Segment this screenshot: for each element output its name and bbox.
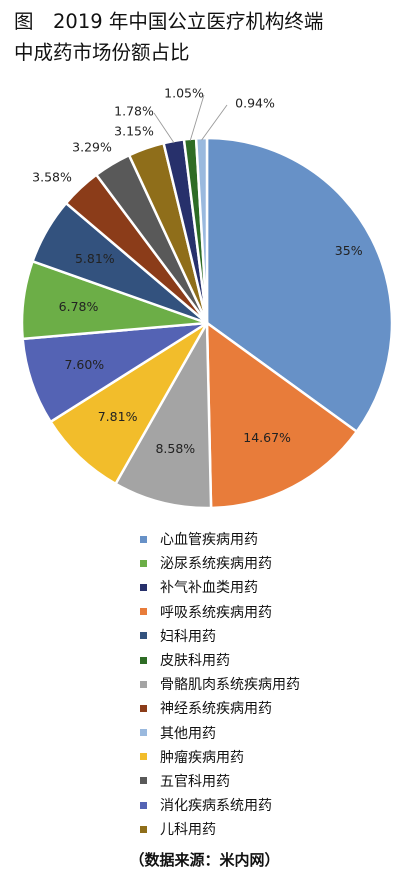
legend-swatch xyxy=(140,608,147,616)
legend-label: 呼吸系统疾病用药 xyxy=(160,604,272,621)
pie-chart: 35%14.67%8.58%7.81%7.60%6.78%5.81%3.58%3… xyxy=(20,86,394,510)
chart-legend: 心血管疾病用药 泌尿系统疾病用药 补气补血类用药 呼吸系统疾病用药 妇科用药皮肤科用药骨… xyxy=(140,527,300,841)
legend-swatch xyxy=(140,535,147,543)
legend-item-5: 皮肤科用药 xyxy=(140,648,300,672)
legend-label: 补气补血类用药 xyxy=(160,580,258,597)
legend-swatch xyxy=(140,753,147,761)
data-label-7: 3.58% xyxy=(32,170,72,185)
legend-label: 骨骼肌肉系统疾病用药 xyxy=(160,677,300,694)
legend-label: 泌尿系统疾病用药 xyxy=(160,556,272,573)
legend-item-4: 妇科用药 xyxy=(140,624,300,648)
legend-item-11: 消化疾病系统用药 xyxy=(140,793,300,817)
data-label-10: 1.78% xyxy=(114,104,154,119)
pie-slice-3 xyxy=(49,321,209,486)
leader-line-12 xyxy=(201,104,228,141)
legend-swatch xyxy=(140,801,147,809)
pie-slice-1 xyxy=(205,321,359,510)
data-label-1: 14.67% xyxy=(243,430,291,445)
chart-title-line1: 图 2019 年中国公立医疗机构终端 xyxy=(14,10,324,33)
data-label-9: 3.15% xyxy=(114,124,154,139)
legend-swatch xyxy=(140,632,147,640)
data-label-12: 0.94% xyxy=(235,96,275,111)
data-label-5: 6.78% xyxy=(59,299,99,314)
legend-item-6: 骨骼肌肉系统疾病用药 xyxy=(140,672,300,696)
legend-label: 五官科用药 xyxy=(160,773,230,790)
data-label-3: 7.81% xyxy=(98,409,138,424)
legend-label: 皮肤科用药 xyxy=(160,653,230,670)
legend-label: 妇科用药 xyxy=(160,628,216,645)
legend-item-3: 呼吸系统疾病用药 xyxy=(140,600,300,624)
data-label-0: 35% xyxy=(335,243,363,258)
leader-line-11 xyxy=(189,94,205,141)
legend-label: 其他用药 xyxy=(160,725,216,742)
data-label-2: 8.58% xyxy=(155,441,195,456)
legend-swatch xyxy=(140,559,147,567)
legend-item-1: 泌尿系统疾病用药 xyxy=(140,551,300,575)
legend-swatch xyxy=(140,729,147,737)
legend-item-12: 儿科用药 xyxy=(140,817,300,841)
legend-swatch xyxy=(140,777,147,785)
legend-swatch xyxy=(140,583,147,591)
legend-label: 神经系统疾病用药 xyxy=(160,701,272,718)
pie-slice-12 xyxy=(194,136,209,325)
legend-label: 儿科用药 xyxy=(160,822,216,839)
legend-label: 消化疾病系统用药 xyxy=(160,798,272,815)
legend-swatch xyxy=(140,656,147,664)
chart-title: 图 2019 年中国公立医疗机构终端 中成药市场份额占比 xyxy=(14,6,404,68)
legend-item-2: 补气补血类用药 xyxy=(140,575,300,599)
data-label-4: 7.60% xyxy=(64,357,104,372)
legend-item-7: 神经系统疾病用药 xyxy=(140,696,300,720)
legend-label: 心血管疾病用药 xyxy=(160,532,258,549)
legend-item-9: 肿瘤疾病用药 xyxy=(140,745,300,769)
chart-title-line2: 中成药市场份额占比 xyxy=(14,41,190,64)
legend-swatch xyxy=(140,680,147,688)
legend-swatch xyxy=(140,825,147,833)
legend-label: 肿瘤疾病用药 xyxy=(160,749,244,766)
data-label-11: 1.05% xyxy=(164,86,204,101)
data-label-6: 5.81% xyxy=(75,251,115,266)
legend-item-8: 其他用药 xyxy=(140,721,300,745)
leader-line-10 xyxy=(153,112,175,144)
legend-swatch xyxy=(140,704,147,712)
pie-slice-0 xyxy=(205,136,394,433)
data-label-8: 3.29% xyxy=(72,140,112,155)
pie-slice-2 xyxy=(114,321,213,510)
legend-item-0: 心血管疾病用药 xyxy=(140,527,300,551)
data-source-note: （数据来源：米内网） xyxy=(129,851,280,869)
legend-item-10: 五官科用药 xyxy=(140,769,300,793)
